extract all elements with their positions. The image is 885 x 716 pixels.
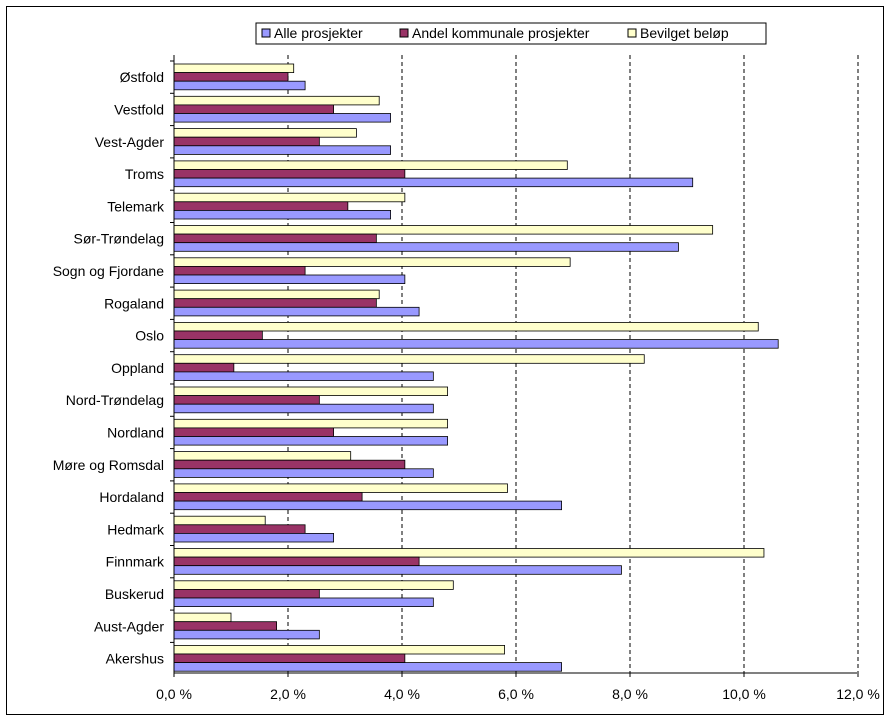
bar <box>173 483 508 493</box>
y-tick-label: Sogn og Fjordane <box>53 263 165 279</box>
bar <box>173 515 266 526</box>
bar <box>173 136 320 147</box>
bar <box>173 403 434 414</box>
legend-box <box>255 22 767 45</box>
y-tick-label: Østfold <box>120 69 164 85</box>
legend-label-bevilget: Bevilget beløp <box>640 25 729 41</box>
bar <box>173 524 306 534</box>
bar <box>173 589 320 599</box>
bar <box>173 321 759 332</box>
bar <box>173 274 406 285</box>
y-axis-labels: Østfold Vestfold Vest-Agder Troms Telemark Sø… <box>53 60 174 667</box>
bar <box>173 556 420 567</box>
legend-swatch-alle <box>261 28 271 38</box>
bar <box>173 95 380 106</box>
x-tick-label: 8,0 % <box>612 686 648 702</box>
x-tick-label: 6,0 % <box>498 686 534 702</box>
bar <box>173 565 622 575</box>
bar <box>173 201 349 211</box>
bar <box>173 459 406 470</box>
bar <box>173 354 645 364</box>
legend-label-alle: Alle prosjekter <box>274 25 363 41</box>
y-tick-label: Nord-Trøndelag <box>66 392 164 408</box>
bar <box>173 113 392 123</box>
bar <box>173 418 449 429</box>
bar <box>173 128 357 138</box>
y-tick-label: Telemark <box>107 198 165 214</box>
bar <box>173 451 352 461</box>
bar <box>173 257 571 267</box>
bar <box>173 225 714 235</box>
bar <box>173 645 506 655</box>
x-tick-label: 4,0 % <box>384 686 420 702</box>
y-tick-label: Møre og Romsdal <box>53 457 164 473</box>
y-tick-label: Vestfold <box>114 101 164 117</box>
y-tick-label: Buskerud <box>105 586 164 602</box>
bar <box>173 306 420 317</box>
bar <box>173 160 568 170</box>
y-tick-label: Nordland <box>107 424 164 440</box>
x-tick-label: 12,0 % <box>836 686 880 702</box>
bar <box>173 72 289 82</box>
x-tick-label: 10,0 % <box>722 686 766 702</box>
bar <box>173 298 377 308</box>
bar <box>173 362 235 373</box>
y-tick-label: Oslo <box>135 328 164 344</box>
bar <box>173 192 406 203</box>
bars <box>173 63 779 672</box>
bar <box>173 145 392 155</box>
bar <box>173 339 779 349</box>
y-tick-label: Troms <box>125 166 164 182</box>
y-tick-label: Hordaland <box>99 489 164 505</box>
legend-swatch-andel <box>399 28 409 38</box>
bar <box>173 169 406 179</box>
bar <box>173 492 363 502</box>
bar <box>173 597 434 608</box>
y-tick-label: Rogaland <box>104 295 164 311</box>
y-tick-label: Sør-Trøndelag <box>73 231 164 247</box>
bar <box>173 662 563 672</box>
y-tick-label: Aust-Agder <box>94 618 164 634</box>
y-tick-label: Vest-Agder <box>95 134 165 150</box>
bar <box>173 63 295 74</box>
bar <box>173 265 306 276</box>
bar <box>173 533 335 543</box>
y-tick-label: Akershus <box>106 651 164 667</box>
y-tick-label: Hedmark <box>107 521 165 537</box>
bar <box>173 289 380 300</box>
legend-swatch-bevilget <box>627 28 637 38</box>
x-axis-labels: 0,0 % 2,0 % 4,0 % 6,0 % 8,0 % 10,0 % 12,0 % <box>156 673 880 702</box>
bar <box>173 395 320 405</box>
bar <box>173 653 406 664</box>
bar <box>173 548 765 558</box>
bar <box>173 209 392 220</box>
bar <box>173 80 306 91</box>
legend: Alle prosjekter Andel kommunale prosjekt… <box>255 22 767 45</box>
bar <box>173 330 263 341</box>
bar <box>173 612 232 623</box>
legend-label-andel: Andel kommunale prosjekter <box>412 25 590 41</box>
bar <box>173 386 449 397</box>
y-tick-label: Oppland <box>111 360 164 376</box>
bar <box>173 468 434 478</box>
bar <box>173 436 449 446</box>
bar <box>173 621 277 631</box>
bar <box>173 177 694 188</box>
bar <box>173 427 335 437</box>
bar <box>173 104 335 114</box>
bar <box>173 629 320 640</box>
y-tick-label: Finnmark <box>106 554 165 570</box>
x-tick-label: 0,0 % <box>156 686 192 702</box>
bar <box>173 242 679 252</box>
bar <box>173 580 454 590</box>
bar <box>173 371 434 381</box>
bar <box>173 500 563 511</box>
bar <box>173 233 377 244</box>
x-tick-label: 2,0 % <box>270 686 306 702</box>
